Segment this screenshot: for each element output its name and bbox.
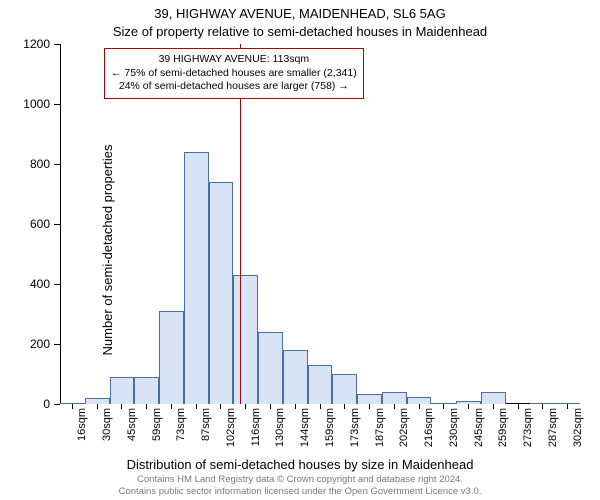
annotation-line1: 39 HIGHWAY AVENUE: 113sqm bbox=[111, 53, 357, 67]
x-tick-label: 102sqm bbox=[225, 408, 237, 447]
x-tick-label: 202sqm bbox=[398, 408, 410, 447]
y-tick-label: 1000 bbox=[23, 97, 50, 111]
x-tick bbox=[270, 404, 271, 409]
footer-line1: Contains HM Land Registry data © Crown c… bbox=[0, 474, 600, 486]
histogram-bar bbox=[332, 374, 357, 404]
x-tick bbox=[518, 404, 519, 409]
histogram-bar bbox=[283, 350, 308, 404]
x-tick-label: 173sqm bbox=[349, 408, 361, 447]
x-tick-label: 16sqm bbox=[76, 408, 88, 441]
x-tick-label: 273sqm bbox=[522, 408, 534, 447]
chart-subtitle: Size of property relative to semi-detach… bbox=[0, 24, 600, 39]
histogram-bar bbox=[382, 392, 407, 404]
footer-attribution: Contains HM Land Registry data © Crown c… bbox=[0, 474, 600, 498]
y-tick-label: 1200 bbox=[23, 37, 50, 51]
x-tick bbox=[369, 404, 370, 409]
x-tick-label: 30sqm bbox=[101, 408, 113, 441]
x-tick bbox=[320, 404, 321, 409]
x-tick-label: 187sqm bbox=[374, 408, 386, 447]
annotation-line3: 24% of semi-detached houses are larger (… bbox=[111, 80, 357, 94]
x-tick bbox=[196, 404, 197, 409]
histogram-bar bbox=[209, 182, 234, 404]
chart-title: 39, HIGHWAY AVENUE, MAIDENHEAD, SL6 5AG bbox=[0, 6, 600, 21]
x-tick-label: 116sqm bbox=[250, 408, 262, 446]
x-tick bbox=[542, 404, 543, 409]
x-tick bbox=[567, 404, 568, 409]
annotation-line2: ← 75% of semi-detached houses are smalle… bbox=[111, 67, 357, 81]
x-tick-label: 45sqm bbox=[126, 408, 138, 441]
x-tick bbox=[245, 404, 246, 409]
y-tick-label: 200 bbox=[30, 337, 50, 351]
x-tick-label: 245sqm bbox=[473, 408, 485, 447]
plot-area: 020040060080010001200 16sqm30sqm45sqm59s… bbox=[60, 44, 580, 404]
annotation-box: 39 HIGHWAY AVENUE: 113sqm ← 75% of semi-… bbox=[104, 48, 364, 99]
histogram-bar bbox=[159, 311, 184, 404]
x-tick bbox=[468, 404, 469, 409]
footer-line2: Contains public sector information licen… bbox=[0, 486, 600, 498]
y-tick-label: 800 bbox=[30, 157, 50, 171]
x-tick-label: 73sqm bbox=[175, 408, 187, 441]
x-tick-label: 302sqm bbox=[572, 408, 584, 447]
x-tick-label: 230sqm bbox=[448, 408, 460, 447]
y-tick-label: 400 bbox=[30, 277, 50, 291]
histogram-bar bbox=[258, 332, 283, 404]
histogram-bar bbox=[110, 377, 135, 404]
x-tick bbox=[344, 404, 345, 409]
x-tick bbox=[146, 404, 147, 409]
x-tick-label: 130sqm bbox=[274, 408, 286, 447]
x-tick bbox=[220, 404, 221, 409]
x-tick bbox=[493, 404, 494, 409]
histogram-bar bbox=[308, 365, 333, 404]
x-tick bbox=[171, 404, 172, 409]
x-tick-label: 144sqm bbox=[299, 408, 311, 447]
x-tick bbox=[394, 404, 395, 409]
chart-container: 39, HIGHWAY AVENUE, MAIDENHEAD, SL6 5AG … bbox=[0, 0, 600, 500]
histogram-bar bbox=[184, 152, 209, 404]
x-tick bbox=[295, 404, 296, 409]
x-tick bbox=[443, 404, 444, 409]
x-tick bbox=[121, 404, 122, 409]
x-tick bbox=[419, 404, 420, 409]
x-tick-label: 159sqm bbox=[324, 408, 336, 447]
x-tick-label: 87sqm bbox=[200, 408, 212, 441]
y-tick-label: 0 bbox=[43, 397, 50, 411]
histogram-bar bbox=[407, 397, 432, 405]
x-tick bbox=[72, 404, 73, 409]
x-tick-label: 216sqm bbox=[423, 408, 435, 447]
y-tick-label: 600 bbox=[30, 217, 50, 231]
x-tick-label: 59sqm bbox=[151, 408, 163, 441]
histogram-bar bbox=[481, 392, 506, 404]
x-tick bbox=[97, 404, 98, 409]
histogram-bar bbox=[233, 275, 258, 404]
x-tick-label: 287sqm bbox=[547, 408, 559, 447]
histogram-bar bbox=[134, 377, 159, 404]
x-axis-label: Distribution of semi-detached houses by … bbox=[0, 457, 600, 472]
histogram-bar bbox=[357, 394, 382, 405]
x-tick-label: 259sqm bbox=[497, 408, 509, 447]
